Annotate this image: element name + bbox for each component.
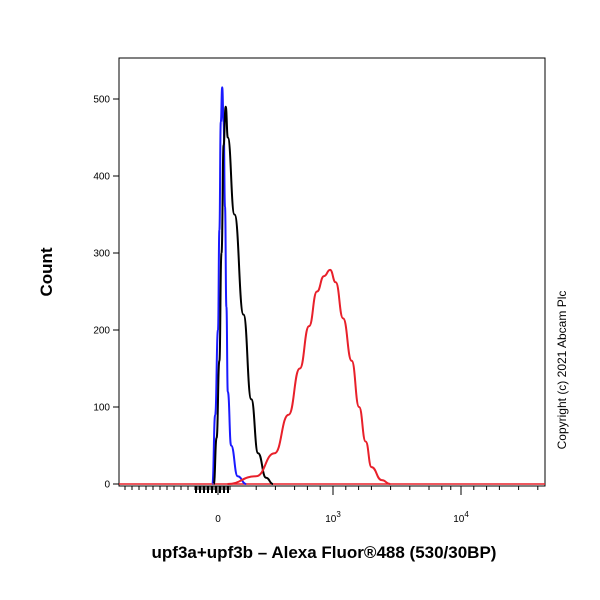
series-layer <box>119 86 545 485</box>
plot-area <box>118 57 546 487</box>
y-tick-label: 400 <box>93 172 110 183</box>
x-axis-title: upf3a+upf3b – Alexa Fluor®488 (530/30BP) <box>152 543 497 562</box>
x-axis: 0 103 104 <box>124 486 539 525</box>
x-tick-label: 103 <box>325 510 341 525</box>
series-line-1 <box>211 86 247 485</box>
series-line-2 <box>212 105 274 485</box>
y-tick-label: 100 <box>93 403 110 414</box>
series-line-3 <box>227 268 391 485</box>
x-tick-label: 0 <box>215 514 221 525</box>
y-tick-label: 0 <box>104 480 110 491</box>
y-axis-title: Count <box>37 247 56 296</box>
y-tick-label: 500 <box>93 95 110 106</box>
y-axis: 0 100 200 300 400 500 <box>93 95 119 491</box>
y-tick-label: 200 <box>93 326 110 337</box>
x-tick-label: 104 <box>453 510 469 525</box>
y-tick-label: 300 <box>93 249 110 260</box>
plot-frame <box>118 57 546 487</box>
copyright-annotation: Copyright (c) 2021 Abcam Plc <box>555 291 569 450</box>
